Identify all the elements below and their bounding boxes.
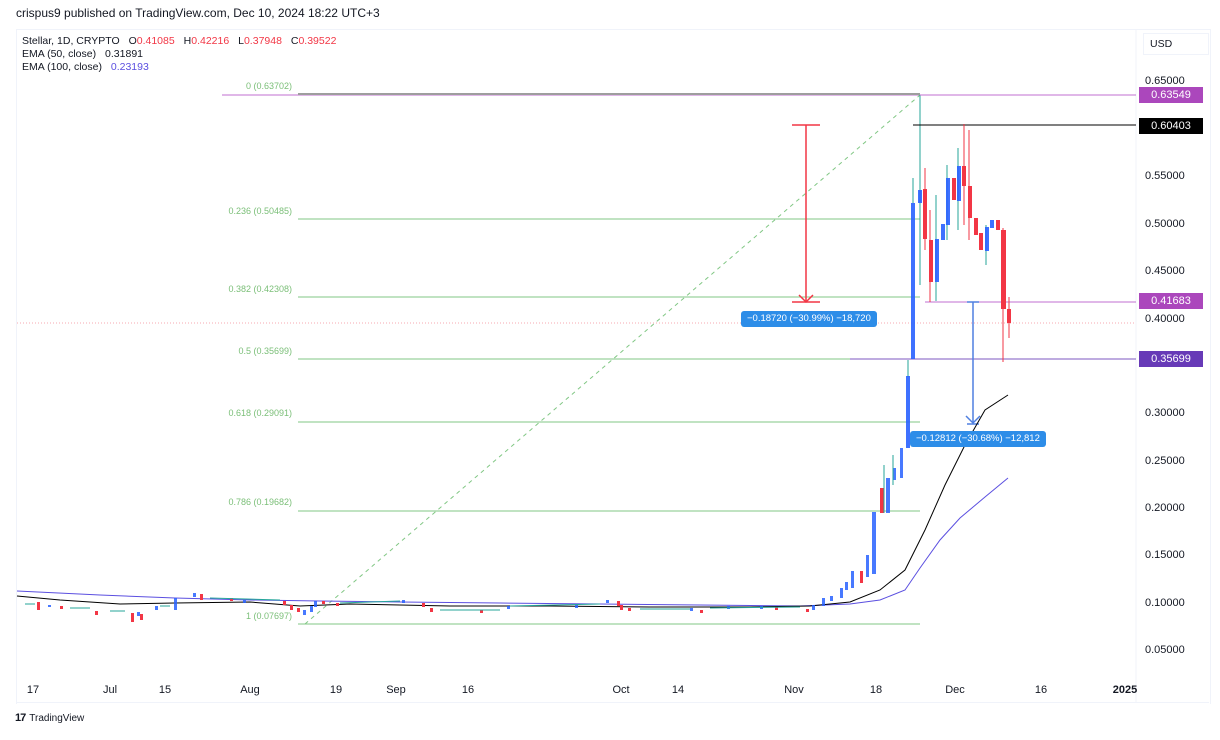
legend-ema100-row[interactable]: EMA (100, close) 0.23193 [22, 61, 149, 73]
fib-label-1: 1 (0.07697) [245, 611, 292, 621]
price-tag-060403: 0.60403 [1139, 118, 1203, 134]
tradingview-logo-icon: 17 [15, 712, 26, 724]
fib-label-05: 0.5 (0.35699) [238, 346, 292, 356]
close-value: 0.39522 [298, 35, 337, 47]
fib-label-0786: 0.786 (0.19682) [228, 497, 292, 507]
ema50-line [16, 394, 1009, 608]
price-tag-035699: 0.35699 [1139, 351, 1203, 367]
currency-button[interactable]: USD [1143, 33, 1209, 55]
fib-label-0: 0 (0.63702) [245, 81, 292, 91]
legend-ema50-row[interactable]: EMA (50, close) 0.31891 [22, 48, 144, 60]
ema100-value: 0.23193 [110, 61, 149, 73]
axis-separator [16, 702, 1209, 703]
measure-arrow-blue[interactable] [965, 301, 981, 425]
fib-label-0618: 0.618 (0.29091) [228, 408, 292, 418]
ema50-value: 0.31891 [105, 48, 144, 60]
fib-label-0236: 0.236 (0.50485) [228, 206, 292, 216]
high-value: 0.42216 [191, 35, 230, 47]
symbol-name[interactable]: Stellar, 1D, CRYPTO [22, 35, 120, 47]
measure-label-blue[interactable]: −0.12812 (−30.68%) −12,812 [910, 431, 1046, 447]
candles-base [25, 448, 903, 622]
legend-symbol-row: Stellar, 1D, CRYPTO O0.41085 H0.42216 L0… [22, 35, 337, 47]
low-value: 0.37948 [243, 35, 282, 47]
price-tag-063549: 0.63549 [1139, 87, 1203, 103]
fib-label-0382: 0.382 (0.42308) [228, 284, 292, 294]
tradingview-logo[interactable]: 17 TradingView [15, 712, 84, 724]
chart-frame [16, 29, 1211, 704]
open-value: 0.41085 [136, 35, 175, 47]
ema100-line [16, 477, 1009, 607]
measure-label-red[interactable]: −0.18720 (−30.99%) −18,720 [741, 311, 877, 327]
chart-legend: Stellar, 1D, CRYPTO O0.41085 H0.42216 L0… [22, 35, 336, 74]
price-tag-041683: 0.41683 [1139, 293, 1203, 309]
tradingview-brand: TradingView [29, 712, 85, 724]
time-axis[interactable]: 17 Jul 15 Aug 19 Sep 16 Oct 14 Nov 18 De… [26, 684, 1138, 696]
measure-arrow-red[interactable] [792, 124, 820, 304]
publish-info: crispus9 published on TradingView.com, D… [16, 6, 380, 20]
fib-retracement[interactable] [222, 93, 921, 625]
candles-top [906, 124, 1011, 448]
